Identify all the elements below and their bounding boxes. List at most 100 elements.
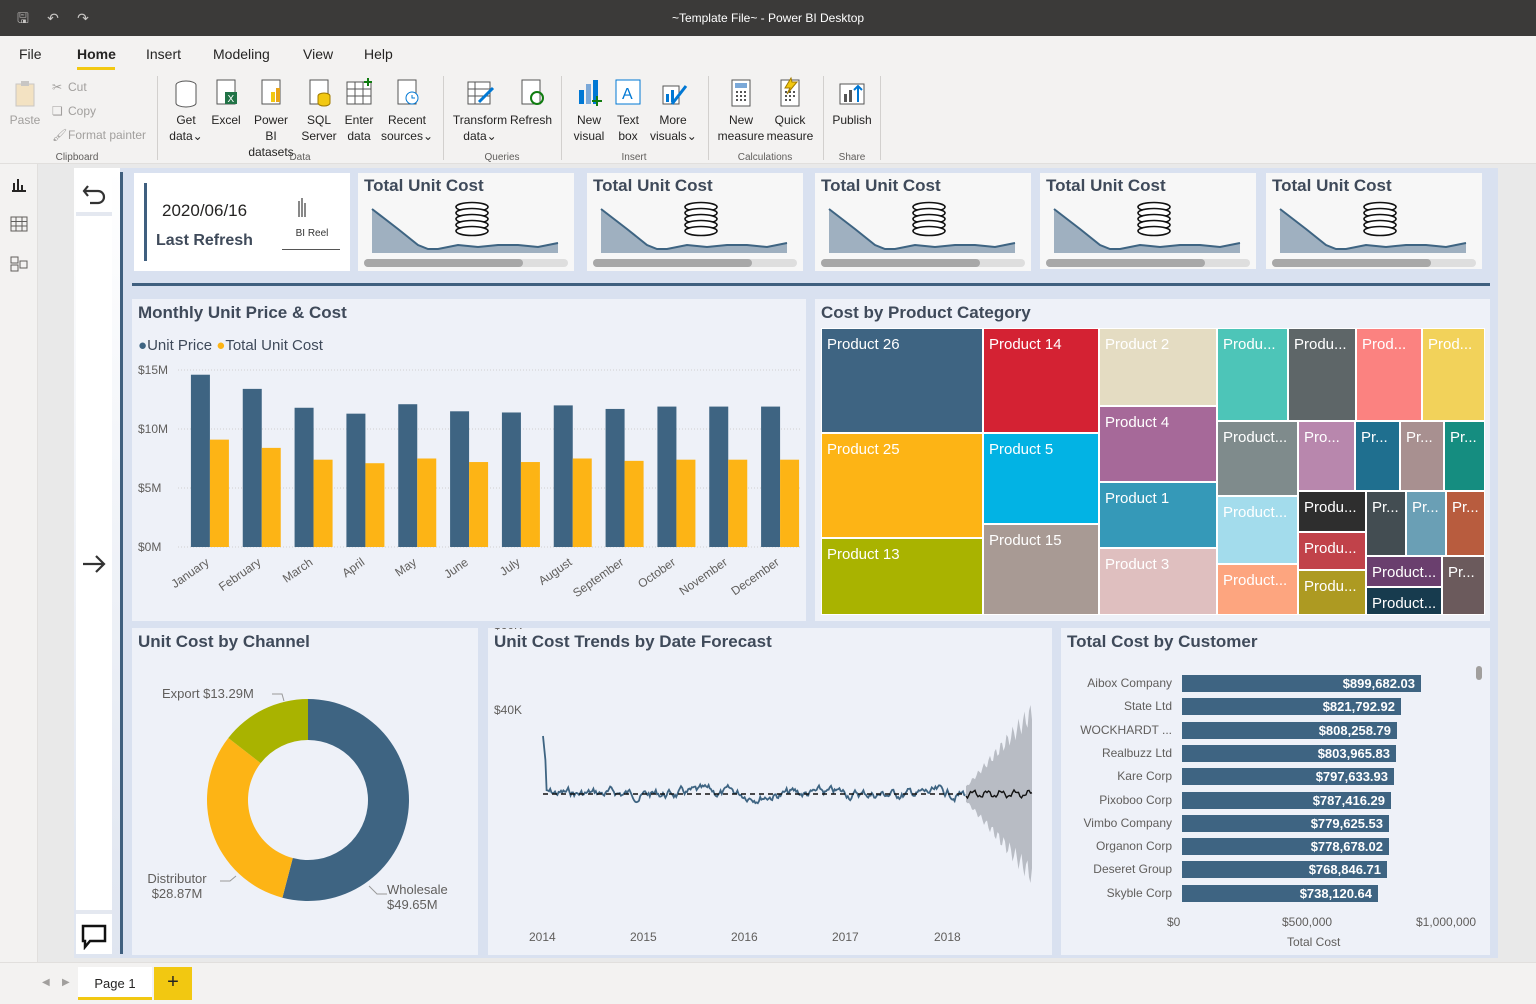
treemap-tile[interactable]: Prod... bbox=[1356, 328, 1422, 421]
treemap-tile[interactable]: Product 25 bbox=[821, 433, 983, 538]
treemap-tile[interactable]: Product 3 bbox=[1099, 548, 1217, 615]
text-box-button[interactable]: A Text box bbox=[612, 76, 644, 144]
treemap-tile[interactable]: Pr... bbox=[1355, 421, 1400, 491]
treemap-tile[interactable]: Product 26 bbox=[821, 328, 983, 433]
separator bbox=[157, 76, 158, 160]
treemap-tile[interactable]: Product 5 bbox=[983, 433, 1099, 524]
undo-icon[interactable]: ↶ bbox=[47, 10, 59, 26]
bar-total-unit-cost bbox=[261, 447, 281, 547]
next-arrow-icon[interactable] bbox=[80, 550, 108, 578]
customer-bar[interactable]: $778,678.02 bbox=[1182, 838, 1389, 856]
kpi-card[interactable]: Total Unit Cost bbox=[358, 173, 574, 271]
customer-bar[interactable]: $803,965.83 bbox=[1182, 744, 1396, 762]
power-bi-datasets-button[interactable]: Power BI datasets bbox=[247, 76, 295, 160]
add-page-button[interactable]: + bbox=[154, 967, 192, 1000]
treemap-tile[interactable]: Produ... bbox=[1298, 570, 1366, 615]
unit-cost-by-channel-visual[interactable]: Unit Cost by Channel Export $13.29M Dist… bbox=[132, 628, 478, 955]
redo-icon[interactable]: ↷ bbox=[77, 10, 89, 26]
treemap-tile[interactable]: Pr... bbox=[1406, 491, 1446, 556]
new-visual-button[interactable]: New visual bbox=[570, 76, 608, 144]
publish-button[interactable]: Publish bbox=[830, 76, 874, 128]
treemap-tile[interactable]: Prod... bbox=[1422, 328, 1485, 421]
refresh-date: 2020/06/16 bbox=[162, 201, 248, 220]
menu-view[interactable]: View bbox=[303, 46, 334, 62]
more-visuals-icon bbox=[658, 76, 688, 110]
treemap-tile[interactable]: Produ... bbox=[1298, 491, 1366, 532]
menu-modeling[interactable]: Modeling bbox=[213, 46, 270, 62]
cut-button[interactable]: Cut bbox=[68, 80, 87, 94]
menu-help[interactable]: Help bbox=[364, 46, 393, 62]
treemap-tile[interactable]: Product... bbox=[1366, 587, 1442, 615]
kpi-card[interactable]: Total Unit Cost bbox=[587, 173, 803, 271]
treemap-tile[interactable]: Pr... bbox=[1442, 556, 1485, 615]
chart-legend: ●Unit Price ●Total Unit Cost bbox=[138, 337, 323, 354]
treemap-tile[interactable]: Produ... bbox=[1288, 328, 1356, 421]
customer-label: Organon Corp bbox=[1095, 839, 1172, 854]
treemap-tile[interactable]: Product... bbox=[1217, 421, 1298, 496]
treemap-tile[interactable]: Product... bbox=[1217, 496, 1298, 564]
format-painter-button[interactable]: Format painter bbox=[68, 128, 147, 142]
customer-bar[interactable]: $787,416.29 bbox=[1182, 791, 1391, 809]
comment-icon[interactable] bbox=[80, 922, 108, 951]
menu-home[interactable]: Home bbox=[77, 46, 116, 62]
transform-data-button[interactable]: Transform data⌄ bbox=[452, 76, 508, 144]
customer-bar[interactable]: $768,846.71 bbox=[1182, 861, 1387, 879]
treemap-tile[interactable]: Pro... bbox=[1298, 421, 1355, 491]
customer-bar[interactable]: $797,633.93 bbox=[1182, 768, 1394, 786]
treemap-tile[interactable]: Product... bbox=[1366, 556, 1442, 587]
data-view-icon[interactable] bbox=[10, 216, 28, 232]
excel-button[interactable]: X Excel bbox=[210, 76, 242, 128]
treemap-tile[interactable]: Product 1 bbox=[1099, 482, 1217, 548]
report-view-icon[interactable] bbox=[10, 176, 28, 192]
coin-stack-icon bbox=[1137, 201, 1171, 237]
treemap-tile[interactable]: Pr... bbox=[1366, 491, 1406, 556]
scrollbar-thumb[interactable] bbox=[1476, 666, 1482, 680]
sparkline-line bbox=[828, 208, 1016, 250]
new-measure-button[interactable]: New measure bbox=[716, 76, 766, 144]
treemap-tile[interactable]: Product 15 bbox=[983, 524, 1099, 615]
customer-bar[interactable]: $821,792.92 bbox=[1182, 698, 1401, 716]
back-arrow-icon[interactable] bbox=[80, 180, 108, 208]
paste-button[interactable]: Paste bbox=[6, 76, 44, 128]
y-tick-label: $10M bbox=[138, 422, 168, 436]
quick-measure-button[interactable]: Quick measure bbox=[766, 76, 814, 144]
tab-page-1[interactable]: Page 1 bbox=[78, 967, 152, 1000]
sql-server-button[interactable]: SQL Server bbox=[300, 76, 338, 144]
treemap-tile[interactable]: Pr... bbox=[1444, 421, 1485, 491]
recent-sources-button[interactable]: Recent sources⌄ bbox=[380, 76, 434, 144]
treemap-tile[interactable]: Product 4 bbox=[1099, 406, 1217, 482]
kpi-card[interactable]: Total Unit Cost bbox=[1266, 173, 1482, 269]
save-icon[interactable]: 🖫 bbox=[17, 10, 29, 26]
sparkline-area bbox=[829, 209, 1015, 253]
treemap-tile[interactable]: Produ... bbox=[1217, 328, 1288, 421]
treemap-tile[interactable]: Pr... bbox=[1446, 491, 1485, 556]
customer-bar[interactable]: $899,682.03 bbox=[1182, 675, 1421, 692]
cost-by-product-category-visual[interactable]: Cost by Product Category Product 26 Produ… bbox=[815, 299, 1490, 621]
coin bbox=[455, 225, 489, 237]
prev-page-icon[interactable]: ◀ bbox=[42, 977, 50, 988]
get-data-button[interactable]: Get data⌄ bbox=[165, 76, 207, 144]
monthly-unit-price-cost-visual[interactable]: Monthly Unit Price & Cost ●Unit Price ●T… bbox=[132, 299, 806, 621]
treemap-tile[interactable]: Produ... bbox=[1298, 532, 1366, 570]
total-cost-by-customer-visual[interactable]: Total Cost by Customer Aibox Company $899… bbox=[1061, 628, 1490, 955]
unit-cost-trends-visual[interactable]: Unit Cost Trends by Date Forecast $40K $6… bbox=[488, 628, 1052, 955]
customer-bar[interactable]: $808,258.79 bbox=[1182, 721, 1397, 739]
more-visuals-button[interactable]: More visuals⌄ bbox=[650, 76, 697, 144]
menu-insert[interactable]: Insert bbox=[146, 46, 182, 62]
treemap-tile[interactable]: Pr... bbox=[1400, 421, 1444, 491]
model-view-icon[interactable] bbox=[10, 256, 28, 272]
quick-measure-icon bbox=[775, 76, 805, 110]
customer-bar[interactable]: $779,625.53 bbox=[1182, 814, 1389, 832]
menu-file[interactable]: File bbox=[19, 46, 42, 62]
kpi-card[interactable]: Total Unit Cost bbox=[815, 173, 1031, 271]
customer-bar[interactable]: $738,120.64 bbox=[1182, 884, 1378, 902]
treemap-tile[interactable]: Product 14 bbox=[983, 328, 1099, 433]
copy-button[interactable]: Copy bbox=[68, 104, 97, 118]
treemap-tile[interactable]: Product... bbox=[1217, 564, 1298, 615]
next-page-icon[interactable]: ▶ bbox=[62, 977, 70, 988]
kpi-card[interactable]: Total Unit Cost bbox=[1040, 173, 1256, 269]
refresh-button[interactable]: Refresh bbox=[510, 76, 552, 128]
treemap-tile[interactable]: Product 2 bbox=[1099, 328, 1217, 406]
enter-data-button[interactable]: Enter data bbox=[342, 76, 376, 144]
treemap-tile[interactable]: Product 13 bbox=[821, 538, 983, 615]
